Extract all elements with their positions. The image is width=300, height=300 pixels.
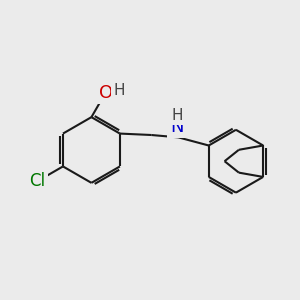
Text: Cl: Cl xyxy=(29,172,45,190)
Text: H: H xyxy=(171,108,183,123)
Text: O: O xyxy=(99,84,113,102)
Text: N: N xyxy=(170,118,184,136)
Text: H: H xyxy=(113,83,125,98)
